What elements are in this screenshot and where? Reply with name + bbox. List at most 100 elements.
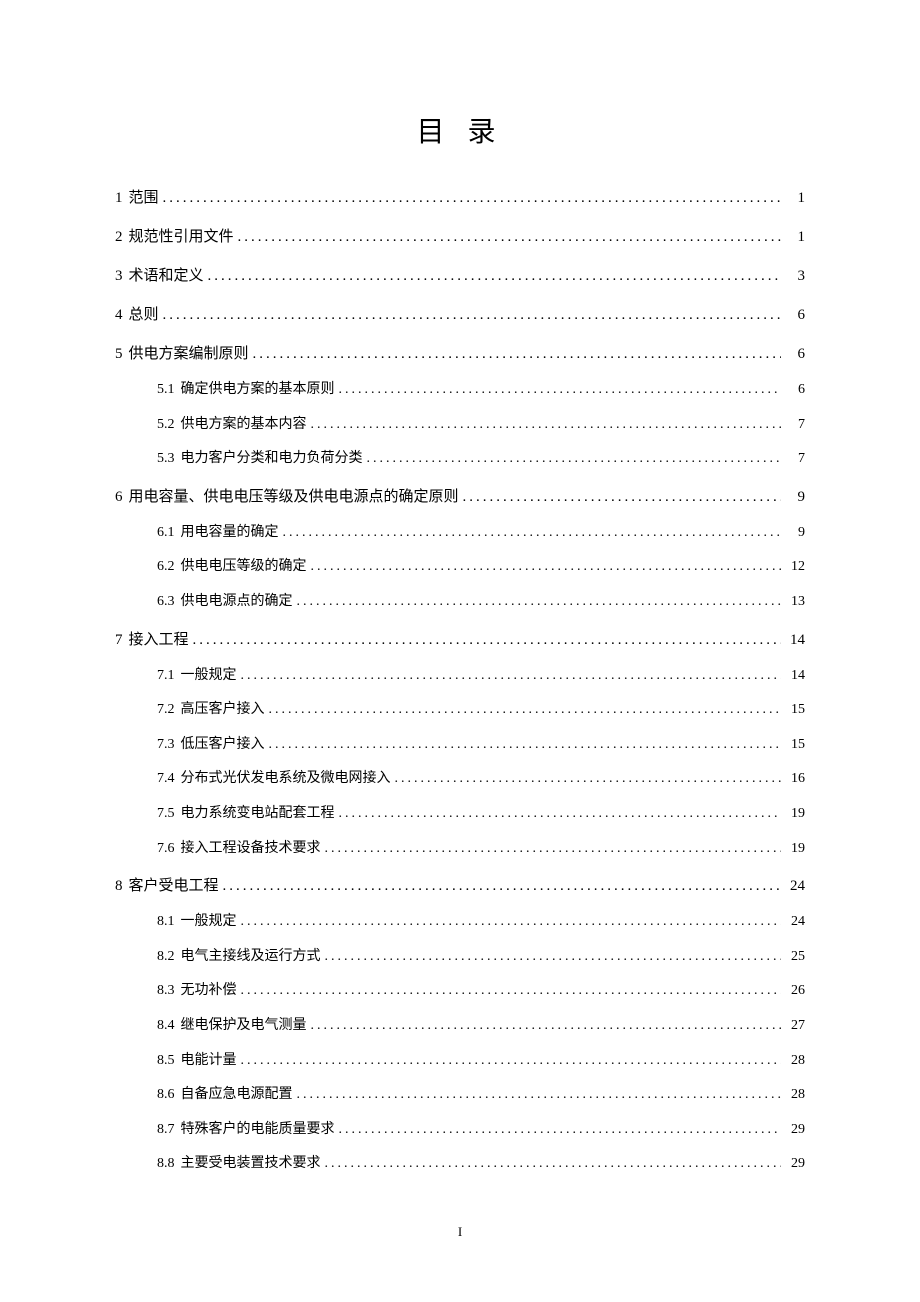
- toc-entry-number: 6.2: [157, 557, 175, 577]
- toc-leader-dots: [311, 1016, 782, 1036]
- toc-entry: 8.8 主要受电装置技术要求 29: [115, 1154, 805, 1174]
- toc-entry: 8.7 特殊客户的电能质量要求 29: [115, 1120, 805, 1140]
- toc-entry-page: 19: [785, 804, 805, 824]
- toc-leader-dots: [283, 523, 782, 543]
- toc-entry-label: 无功补偿: [181, 981, 237, 1001]
- toc-entry-page: 6: [785, 380, 805, 400]
- toc-entry-page: 29: [785, 1154, 805, 1174]
- toc-entry-label: 客户受电工程: [129, 876, 219, 897]
- toc-entry-page: 24: [785, 876, 805, 897]
- toc-entry-label: 术语和定义: [129, 266, 204, 287]
- toc-entry-label: 总则: [129, 305, 159, 326]
- table-of-contents: 1范围12规范性引用文件13术语和定义34总则65供电方案编制原则65.1确定供…: [115, 188, 805, 1174]
- toc-entry-label: 规范性引用文件: [129, 227, 234, 248]
- toc-entry: 5.2供电方案的基本内容7: [115, 415, 805, 435]
- toc-entry-label: 范围: [129, 188, 159, 209]
- toc-entry-number: 8.1: [157, 912, 175, 932]
- toc-entry-number: 7.4: [157, 769, 175, 789]
- toc-entry: 8.1 一般规定 24: [115, 912, 805, 932]
- toc-entry-page: 1: [785, 227, 805, 248]
- toc-entry-label: 用电容量的确定: [181, 523, 279, 543]
- toc-entry: 2 规范性引用文件 1: [115, 227, 805, 248]
- toc-entry-number: 4: [115, 305, 123, 326]
- toc-entry-page: 9: [785, 487, 805, 508]
- toc-entry-number: 6.3: [157, 592, 175, 612]
- toc-entry-number: 6: [115, 487, 123, 508]
- toc-entry: 8.4继电保护及电气测量27: [115, 1016, 805, 1036]
- toc-entry-number: 8.6: [157, 1085, 175, 1105]
- toc-entry: 8.2电气主接线及运行方式25: [115, 947, 805, 967]
- toc-entry: 8客户受电工程24: [115, 876, 805, 897]
- toc-entry-label: 电气主接线及运行方式: [181, 947, 321, 967]
- toc-entry-number: 7.1: [157, 666, 175, 686]
- toc-entry-page: 14: [785, 630, 805, 651]
- toc-entry-page: 28: [785, 1051, 805, 1071]
- toc-entry-page: 13: [785, 592, 805, 612]
- toc-entry-number: 8.2: [157, 947, 175, 967]
- toc-entry-page: 24: [785, 912, 805, 932]
- toc-entry-number: 5.2: [157, 415, 175, 435]
- toc-entry-number: 2: [115, 227, 123, 248]
- toc-entry: 8.3无功补偿26: [115, 981, 805, 1001]
- toc-entry-label: 供电电压等级的确定: [181, 557, 307, 577]
- toc-entry: 8.5电能计量28: [115, 1051, 805, 1071]
- toc-entry-label: 特殊客户的电能质量要求: [181, 1120, 335, 1140]
- toc-entry-label: 高压客户接入: [181, 700, 265, 720]
- toc-entry-number: 1: [115, 188, 123, 209]
- toc-entry-label: 分布式光伏发电系统及微电网接入: [181, 769, 391, 789]
- toc-entry: 7.5电力系统变电站配套工程19: [115, 804, 805, 824]
- toc-leader-dots: [297, 592, 782, 612]
- toc-leader-dots: [339, 804, 782, 824]
- toc-entry-number: 7.3: [157, 735, 175, 755]
- toc-entry-number: 5.3: [157, 449, 175, 469]
- toc-entry: 4总则6: [115, 305, 805, 326]
- toc-entry: 6用电容量、供电电压等级及供电电源点的确定原则9: [115, 487, 805, 508]
- toc-entry-label: 低压客户接入: [181, 735, 265, 755]
- toc-entry-label: 供电方案编制原则: [129, 344, 249, 365]
- toc-leader-dots: [253, 344, 781, 365]
- toc-entry-label: 主要受电装置技术要求: [181, 1154, 321, 1174]
- toc-entry-label: 接入工程设备技术要求: [181, 839, 321, 859]
- toc-leader-dots: [163, 305, 781, 326]
- toc-leader-dots: [193, 630, 781, 651]
- toc-entry-label: 一般规定: [181, 912, 237, 932]
- toc-entry-number: 8.7: [157, 1120, 175, 1140]
- toc-entry-page: 27: [785, 1016, 805, 1036]
- toc-entry-number: 8.8: [157, 1154, 175, 1174]
- toc-entry-page: 15: [785, 735, 805, 755]
- toc-entry-number: 5: [115, 344, 123, 365]
- toc-entry: 7.3 低压客户接入 15: [115, 735, 805, 755]
- toc-entry-label: 供电方案的基本内容: [181, 415, 307, 435]
- toc-entry-page: 29: [785, 1120, 805, 1140]
- toc-entry-page: 3: [785, 266, 805, 287]
- toc-entry-page: 19: [785, 839, 805, 859]
- toc-entry-page: 26: [785, 981, 805, 1001]
- toc-entry-label: 接入工程: [129, 630, 189, 651]
- toc-leader-dots: [241, 981, 782, 1001]
- toc-entry-page: 1: [785, 188, 805, 209]
- toc-entry: 7.2高压客户接入15: [115, 700, 805, 720]
- toc-entry-label: 自备应急电源配置: [181, 1085, 293, 1105]
- toc-leader-dots: [325, 1154, 782, 1174]
- toc-leader-dots: [238, 227, 781, 248]
- toc-entry-number: 3: [115, 266, 123, 287]
- toc-entry: 7.4 分布式光伏发电系统及微电网接入 16: [115, 769, 805, 789]
- toc-entry-label: 继电保护及电气测量: [181, 1016, 307, 1036]
- toc-entry-number: 6.1: [157, 523, 175, 543]
- toc-leader-dots: [395, 769, 782, 789]
- toc-entry-page: 14: [785, 666, 805, 686]
- toc-entry-page: 16: [785, 769, 805, 789]
- toc-entry: 6.1用电容量的确定9: [115, 523, 805, 543]
- toc-leader-dots: [241, 912, 782, 932]
- toc-entry-number: 7.6: [157, 839, 175, 859]
- toc-leader-dots: [241, 666, 782, 686]
- toc-entry-page: 28: [785, 1085, 805, 1105]
- toc-leader-dots: [311, 557, 782, 577]
- toc-entry-label: 电力客户分类和电力负荷分类: [181, 449, 363, 469]
- toc-leader-dots: [325, 839, 782, 859]
- toc-entry-number: 7.5: [157, 804, 175, 824]
- toc-entry: 6.3供电电源点的确定13: [115, 592, 805, 612]
- toc-entry: 1 范围 1: [115, 188, 805, 209]
- toc-leader-dots: [208, 266, 781, 287]
- toc-leader-dots: [339, 380, 782, 400]
